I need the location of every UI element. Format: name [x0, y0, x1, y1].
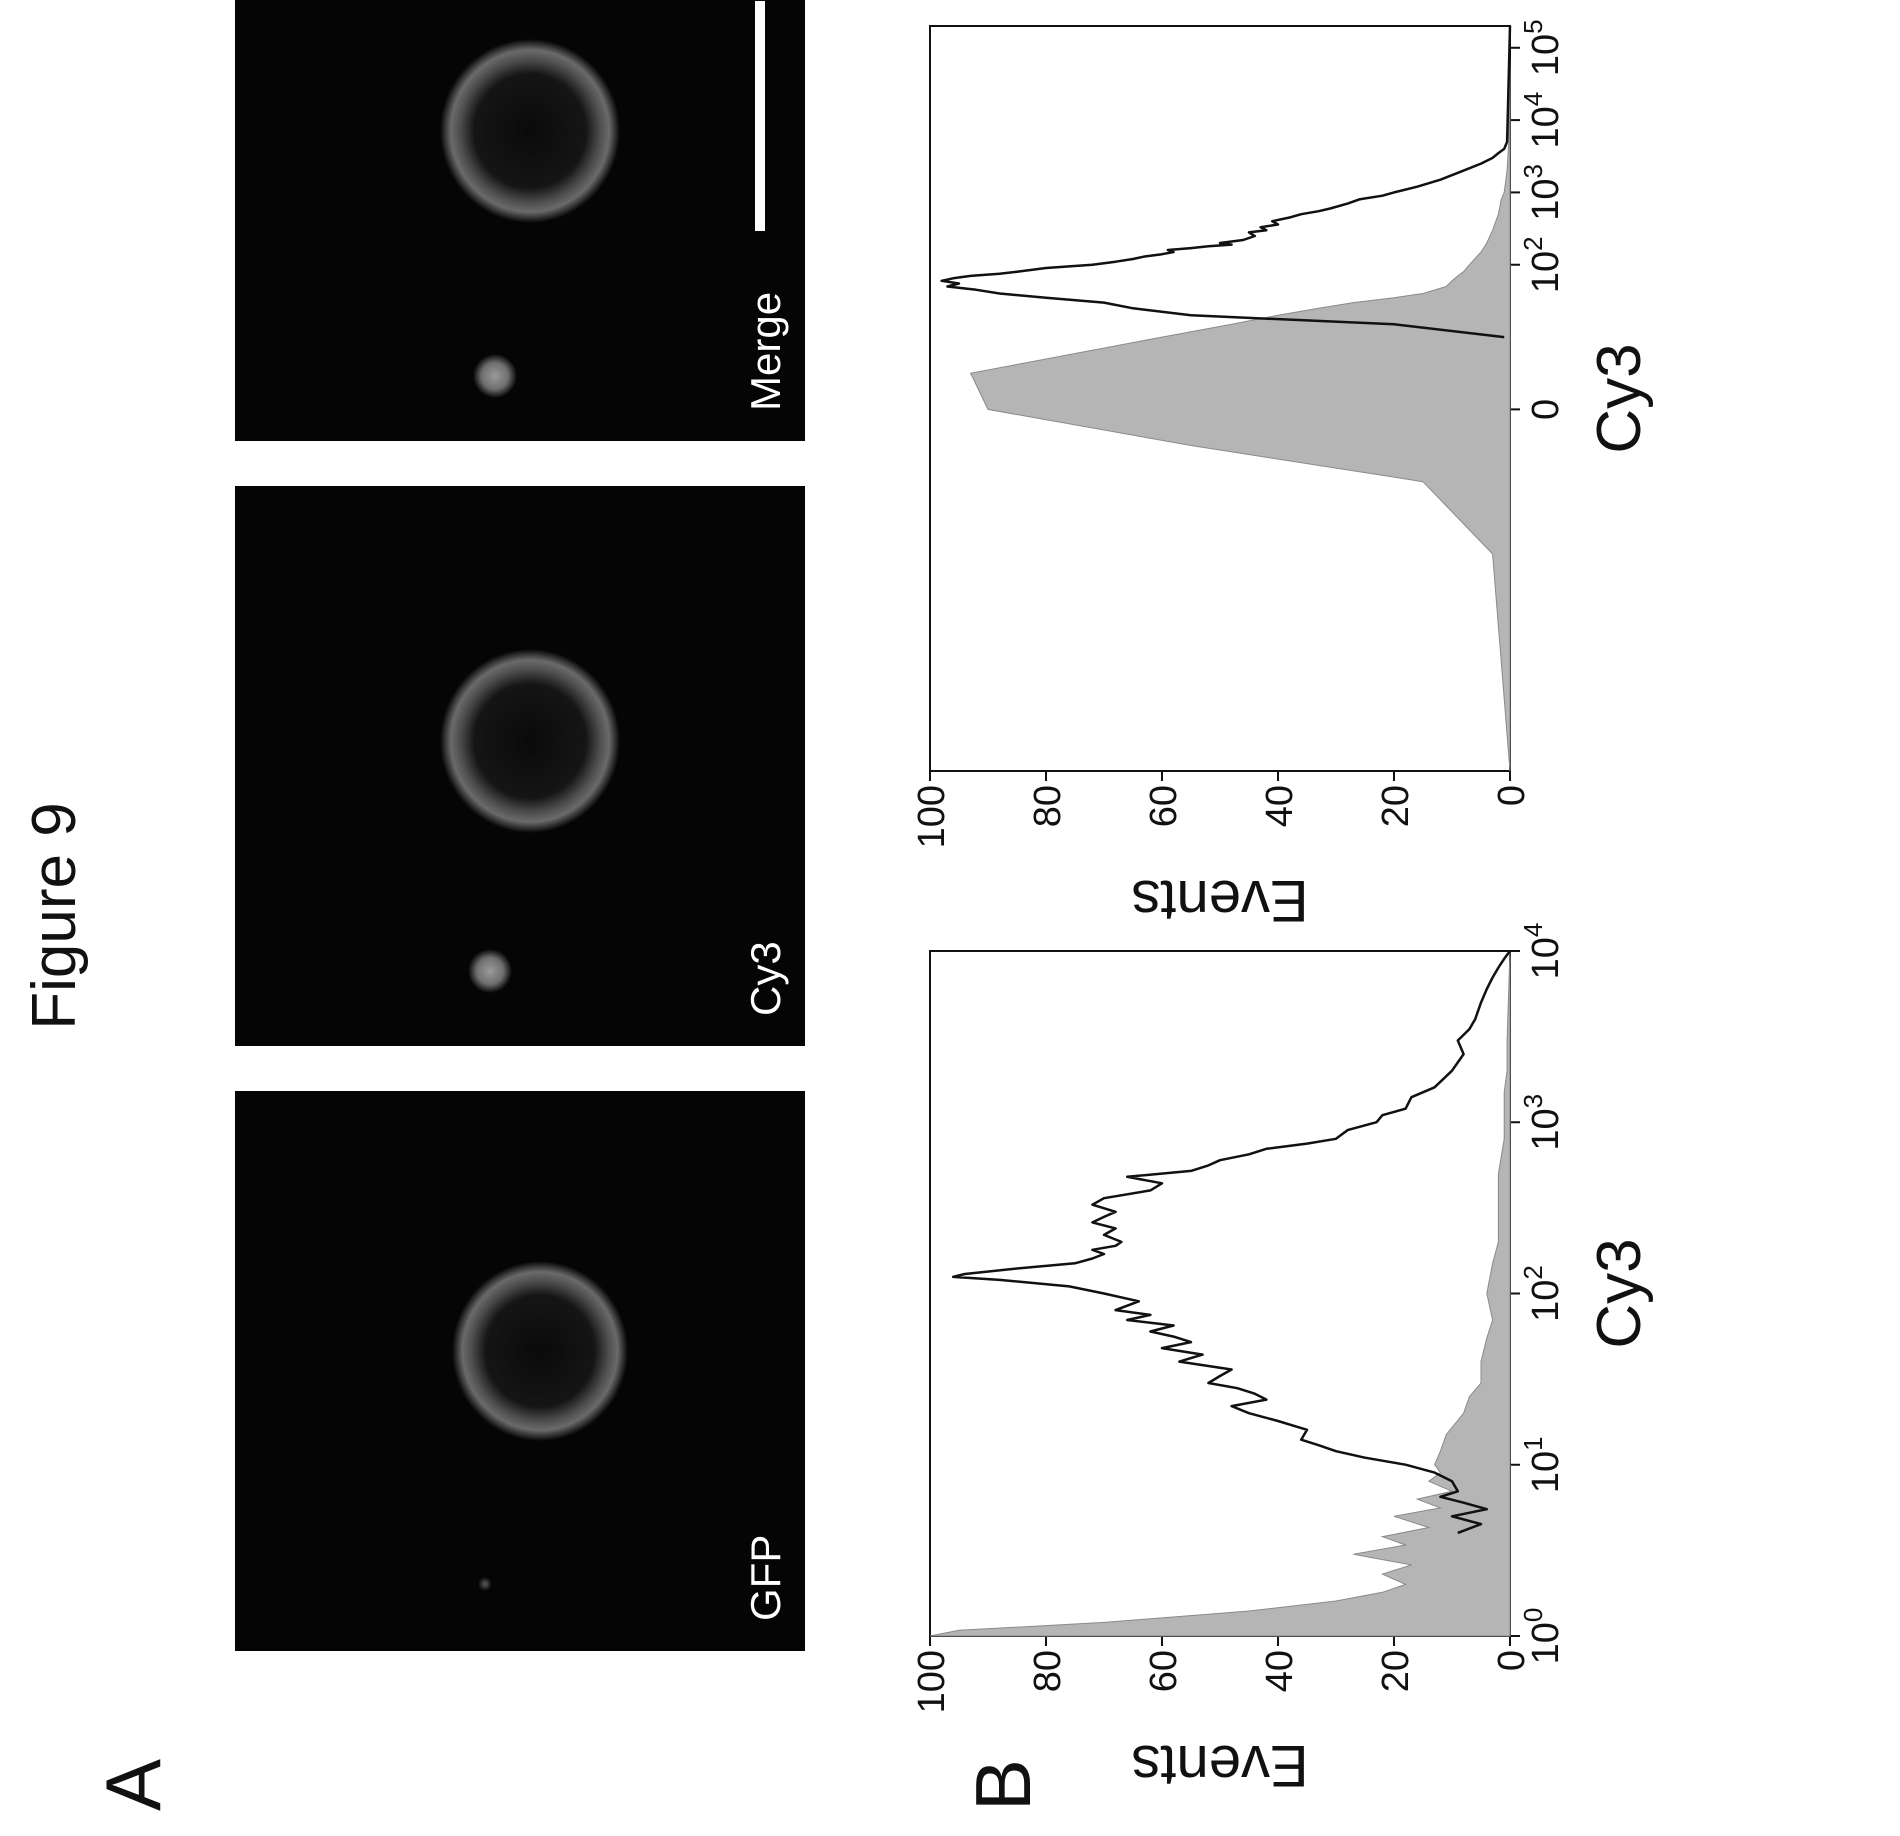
histogram-chart-2: 0 20 40 60 80 100 0 102 103 104 105 Cy3 Events — [911, 19, 1654, 933]
series-line-histogram — [951, 950, 1512, 1535]
micrograph-merge: Merge — [235, 0, 805, 441]
micrograph-label-gfp: GFP — [742, 1535, 789, 1621]
micrograph-gfp: GFP — [235, 1091, 805, 1651]
y-tick-label: 60 — [1143, 785, 1185, 827]
y-axis-label: Events — [1131, 1733, 1308, 1798]
histogram-chart-1: 0 20 40 60 80 100 100 101 102 103 104 Cy3 Events — [911, 923, 1654, 1798]
x-tick-label: 102 — [1518, 1265, 1567, 1322]
x-axis-label: Cy3 — [1585, 1238, 1654, 1348]
x-tick-label: 105 — [1518, 19, 1567, 76]
x-axis-label: Cy3 — [1585, 343, 1654, 453]
x-tick-label: 103 — [1518, 164, 1567, 221]
merge-cell-ring — [440, 39, 620, 223]
x-tick-label: 104 — [1518, 923, 1567, 980]
cy3-spot — [468, 949, 512, 993]
series-filled-histogram — [969, 25, 1511, 772]
micrograph-cy3: Cy3 — [235, 486, 805, 1046]
x-tick-label: 100 — [1518, 1608, 1567, 1665]
y-tick-label: 100 — [911, 1650, 953, 1713]
y-tick-label: 60 — [1143, 1650, 1185, 1692]
x-tick-label: 104 — [1518, 92, 1567, 149]
x-tick-label: 101 — [1518, 1436, 1567, 1493]
y-tick-label: 20 — [1375, 1650, 1417, 1692]
y-tick-label: 80 — [1027, 1650, 1069, 1692]
series-filled-histogram — [929, 950, 1511, 1637]
y-tick-label: 100 — [911, 785, 953, 848]
panel-label-a: A — [89, 1759, 177, 1811]
y-tick-label: 40 — [1259, 1650, 1301, 1692]
y-axis-label: Events — [1131, 868, 1308, 933]
gfp-cell-ring — [452, 1261, 628, 1441]
panel-label-b: B — [959, 1759, 1047, 1811]
y-tick-label: 20 — [1375, 785, 1417, 827]
x-tick-label: 103 — [1518, 1094, 1567, 1151]
series-line-histogram — [940, 25, 1512, 339]
y-tick-label: 40 — [1259, 785, 1301, 827]
scale-bar-rect — [755, 1, 765, 231]
y-tick-label: 0 — [1491, 1650, 1533, 1671]
merge-spot — [473, 354, 517, 398]
micrograph-label-merge: Merge — [742, 292, 789, 411]
figure-title: Figure 9 — [20, 802, 89, 1029]
micrograph-label-cy3: Cy3 — [742, 941, 789, 1016]
gfp-small-spot — [478, 1577, 492, 1591]
y-tick-label: 80 — [1027, 785, 1069, 827]
cy3-cell-ring — [440, 649, 620, 833]
y-tick-label: 0 — [1491, 785, 1533, 806]
x-tick-label: 102 — [1518, 236, 1567, 293]
x-tick-label: 0 — [1525, 399, 1567, 420]
